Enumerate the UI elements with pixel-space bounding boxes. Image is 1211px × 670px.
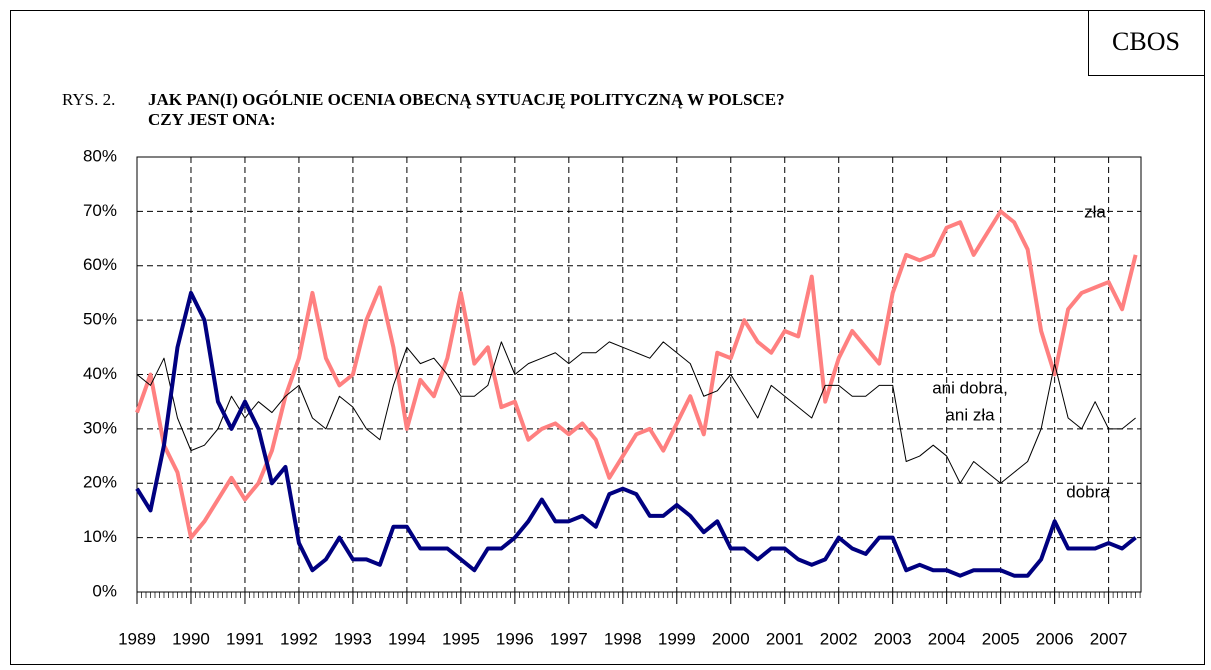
x-tick-label: 2006 bbox=[1036, 629, 1074, 648]
chart-title: CZY JEST ONA: bbox=[148, 110, 276, 129]
x-tick-label: 1989 bbox=[118, 629, 156, 648]
series-line bbox=[135, 290, 1137, 578]
x-tick-label: 2005 bbox=[982, 629, 1020, 648]
annotation: dobra bbox=[1066, 482, 1110, 501]
x-tick-label: 1997 bbox=[550, 629, 588, 648]
x-tick-label: 1996 bbox=[496, 629, 534, 648]
x-tick-label: 1995 bbox=[442, 629, 480, 648]
source: CBOS bbox=[1112, 27, 1180, 56]
source-box bbox=[1088, 10, 1205, 76]
y-tick-label: 50% bbox=[83, 310, 117, 329]
x-tick-label: 2007 bbox=[1090, 629, 1128, 648]
series-line bbox=[135, 209, 1138, 540]
x-tick-label: 1990 bbox=[172, 629, 210, 648]
y-tick-label: 0% bbox=[92, 581, 117, 600]
y-tick-label: 80% bbox=[83, 146, 117, 165]
x-tick-label: 1991 bbox=[226, 629, 264, 648]
y-tick-label: 30% bbox=[83, 418, 117, 437]
annotation: ani dobra, bbox=[932, 378, 1008, 397]
frame bbox=[10, 10, 1205, 665]
figure-label: RYS. 2. bbox=[62, 90, 115, 109]
chart-title: JAK PAN(I) OGÓLNIE OCENIA OBECNĄ SYTUACJ… bbox=[148, 90, 785, 109]
x-tick-label: 1993 bbox=[334, 629, 372, 648]
x-tick-label: 1998 bbox=[604, 629, 642, 648]
x-tick-label: 1994 bbox=[388, 629, 426, 648]
x-tick-label: 1992 bbox=[280, 629, 318, 648]
y-tick-label: 70% bbox=[83, 201, 117, 220]
y-tick-label: 10% bbox=[83, 527, 117, 546]
x-tick-label: 2002 bbox=[820, 629, 858, 648]
series-line bbox=[136, 341, 1136, 484]
annotation: zła bbox=[1084, 202, 1106, 221]
y-tick-label: 60% bbox=[83, 255, 117, 274]
annotation: ani zła bbox=[945, 405, 995, 424]
x-tick-label: 2001 bbox=[766, 629, 804, 648]
y-tick-label: 40% bbox=[83, 364, 117, 383]
x-tick-label: 1999 bbox=[658, 629, 696, 648]
y-tick-label: 20% bbox=[83, 473, 117, 492]
x-tick-label: 2000 bbox=[712, 629, 750, 648]
x-tick-label: 2004 bbox=[928, 629, 966, 648]
x-tick-label: 2003 bbox=[874, 629, 912, 648]
